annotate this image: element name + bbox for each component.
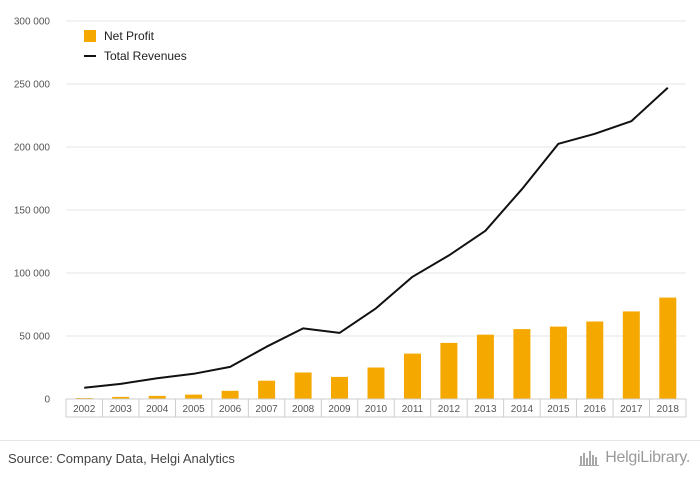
x-tick-label: 2005: [182, 404, 205, 415]
x-tick-label: 2013: [474, 404, 497, 415]
legend-item-net-profit[interactable]: Net Profit: [84, 26, 187, 46]
source-note: Source: Company Data, Helgi Analytics: [8, 451, 235, 466]
x-tick-label: 2008: [292, 404, 315, 415]
bar-net-profit: [258, 380, 276, 399]
legend-item-total-revenues[interactable]: Total Revenues: [84, 46, 187, 66]
y-tick-label: 200 000: [14, 143, 51, 154]
combo-chart: 0 50 000 100 000 150 000 200 000 250 000 300 0…: [14, 17, 687, 418]
legend-label-total-revenues: Total Revenues: [104, 49, 187, 63]
bar-net-profit: [148, 395, 166, 399]
x-tick-label: 2004: [146, 404, 169, 415]
x-tick-label: 2018: [657, 404, 680, 415]
x-tick-label: 2012: [438, 404, 461, 415]
bar-net-profit: [549, 326, 567, 399]
bar-net-profit: [221, 390, 239, 399]
x-tick-label: 2014: [511, 404, 534, 415]
x-tick-label: 2002: [73, 404, 96, 415]
bar-net-profit: [112, 396, 130, 399]
y-tick-label: 300 000: [14, 17, 51, 28]
x-tick-label: 2010: [365, 404, 388, 415]
bar-net-profit: [586, 321, 604, 399]
legend: Net Profit Total Revenues: [84, 26, 187, 66]
x-tick-label: 2015: [547, 404, 570, 415]
x-tick-label: 2009: [328, 404, 351, 415]
bar-net-profit: [294, 372, 312, 399]
y-tick-label: 250 000: [14, 80, 51, 91]
bar-net-profit: [513, 329, 531, 399]
legend-label-net-profit: Net Profit: [104, 29, 155, 43]
x-tick-label: 2007: [255, 404, 278, 415]
library-logo-icon: [579, 451, 600, 466]
y-tick-label: 0: [44, 395, 50, 406]
x-tick-label: 2006: [219, 404, 242, 415]
x-tick-label: 2017: [620, 404, 643, 415]
bar-net-profit: [404, 353, 421, 399]
y-tick-label: 50 000: [19, 332, 50, 343]
legend-swatch-net-profit: [84, 30, 96, 42]
footer-divider: [0, 440, 700, 441]
bar-net-profit: [440, 342, 458, 399]
bar-net-profit: [331, 376, 348, 399]
bar-net-profit: [367, 367, 385, 399]
y-tick-label: 100 000: [14, 269, 51, 280]
x-tick-label: 2016: [584, 404, 607, 415]
legend-swatch-total-revenues: [84, 55, 96, 57]
brand-mark[interactable]: HelgiLibrary.: [579, 449, 690, 467]
bar-net-profit: [622, 311, 640, 399]
brand-name: HelgiLibrary.: [605, 449, 690, 466]
bar-net-profit: [659, 297, 677, 399]
y-tick-label: 150 000: [14, 206, 51, 217]
line-total-revenues: [84, 87, 669, 389]
chart-area: 0 50 000 100 000 150 000 200 000 250 000 300 0…: [14, 17, 687, 418]
bar-net-profit: [185, 394, 203, 399]
x-tick-label: 2011: [402, 404, 424, 415]
x-tick-label: 2003: [110, 404, 133, 415]
bar-net-profit: [476, 334, 494, 399]
